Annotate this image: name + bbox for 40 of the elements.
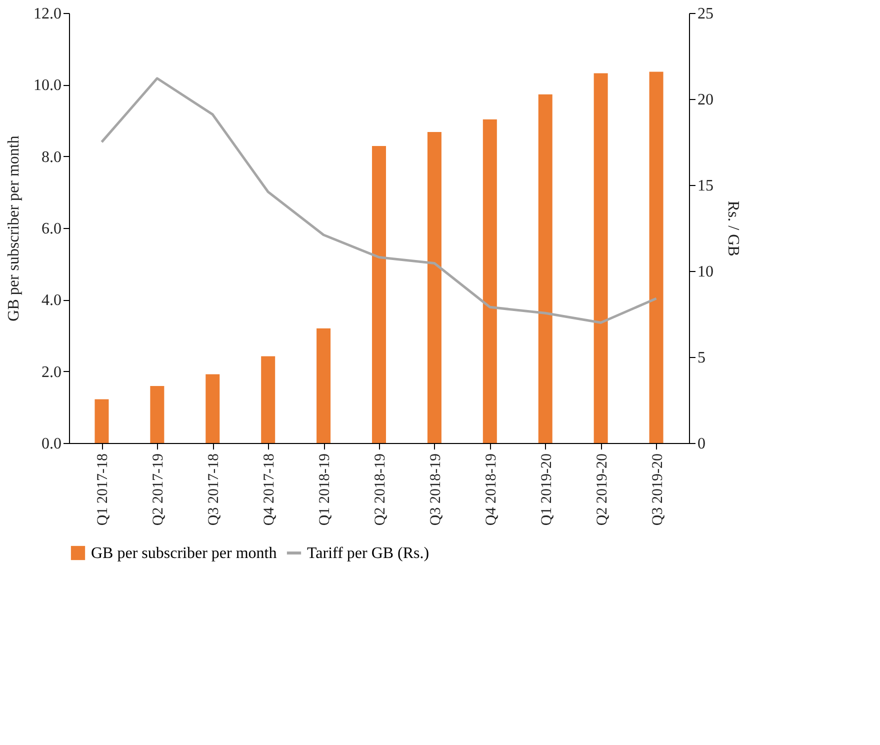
y2-tick-label: 20 [698, 92, 714, 108]
x-tick-label: Q3 2017-18 [206, 454, 222, 526]
y2-tick-label: 25 [698, 6, 714, 22]
y-tick-label: 8.0 [42, 148, 62, 166]
bar [316, 328, 331, 443]
y2-tick-label: 5 [698, 350, 706, 366]
legend-label: Tariff per GB (Rs.) [307, 545, 430, 562]
bar [594, 73, 608, 443]
y-tick-label: 2.0 [42, 364, 62, 381]
y-tick-label: 6.0 [42, 220, 62, 238]
bar [649, 72, 664, 443]
y-tick-label: 12.0 [34, 6, 62, 22]
x-tick-label: Q4 2017-18 [262, 454, 278, 526]
x-tick-label: Q2 2017-19 [150, 454, 167, 526]
bar [538, 94, 552, 443]
bar [372, 146, 386, 443]
y-tick-label: 4.0 [42, 292, 62, 310]
legend-label: GB per subscriber per month [91, 545, 277, 562]
x-tick-label: Q3 2018-19 [428, 454, 444, 526]
bar [261, 356, 276, 443]
bar [94, 399, 109, 443]
y2-tick-label: 15 [698, 178, 714, 194]
bar [206, 374, 220, 443]
bar [482, 119, 497, 443]
y-tick-label: 0.0 [42, 436, 62, 452]
y2-tick-label: 10 [698, 264, 714, 280]
bar [427, 132, 442, 443]
x-tick-label: Q1 2019-20 [538, 454, 555, 526]
x-tick-label: Q2 2018-19 [372, 454, 388, 526]
x-tick-label: Q4 2018-19 [483, 454, 500, 526]
y-axis-title: GB per subscriber per month [6, 136, 22, 322]
y-tick-label: 10.0 [34, 77, 62, 94]
x-tick-label: Q1 2017-18 [95, 454, 112, 526]
bar [150, 386, 164, 443]
line-series [100, 77, 658, 324]
y2-tick-label: 0 [698, 436, 706, 452]
x-tick-label: Q1 2018-19 [317, 454, 334, 526]
y2-axis-title: Rs. / GB [724, 200, 742, 256]
x-tick-label: Q2 2019-20 [594, 454, 610, 526]
x-tick-label: Q3 2019-20 [650, 454, 666, 526]
